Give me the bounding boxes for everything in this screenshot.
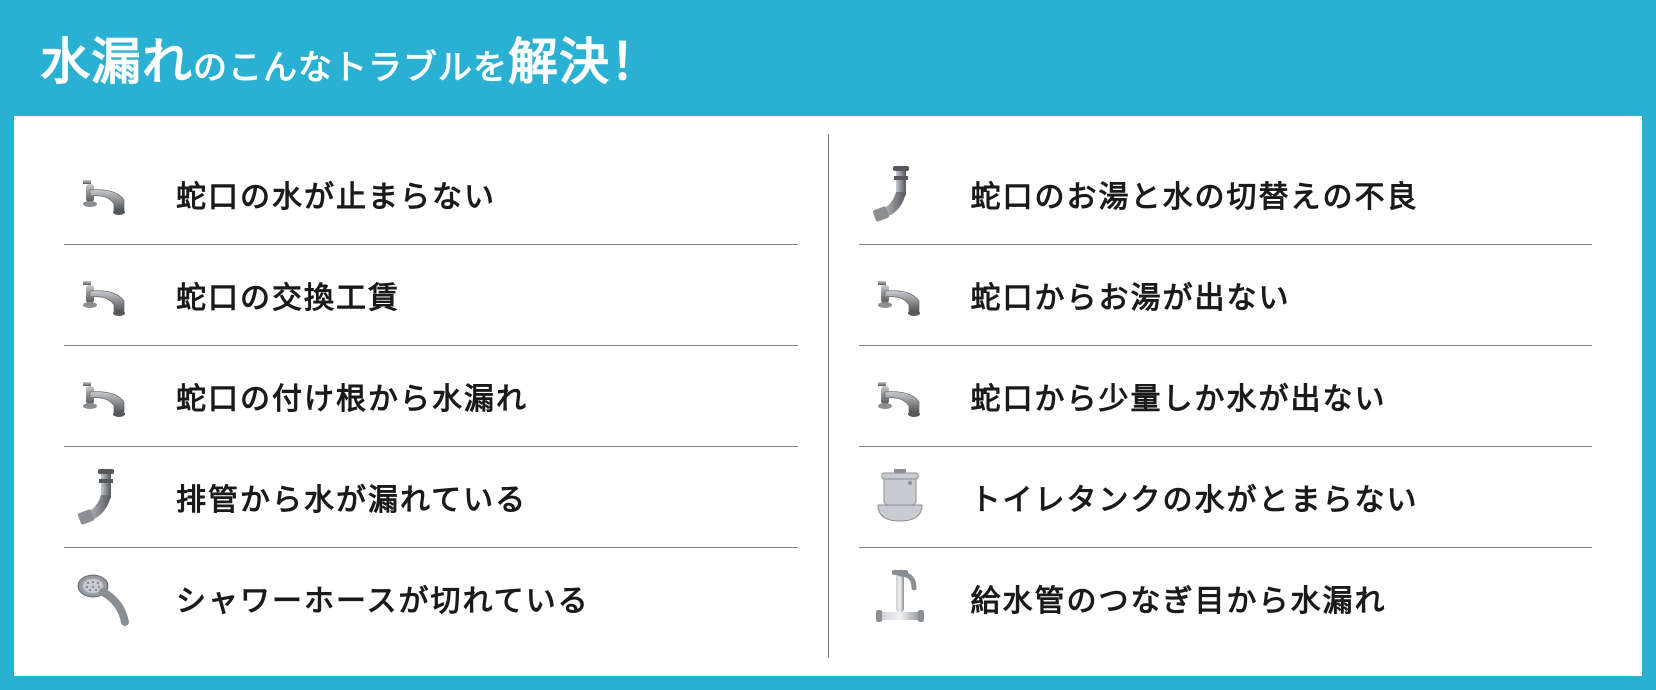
trouble-item: 蛇口のお湯と水の切替えの不良: [859, 144, 1593, 245]
pipe-icon: [70, 462, 140, 532]
trouble-item: トイレタンクの水がとまらない: [859, 447, 1593, 548]
trouble-item: シャワーホースが切れている: [64, 548, 798, 648]
trouble-label: 蛇口の交換工賃: [176, 273, 400, 317]
faucet-icon: [70, 159, 140, 229]
trouble-list-right: 蛇口のお湯と水の切替えの不良 蛇口からお湯が出ない 蛇口から少量しか水が出ない: [829, 134, 1623, 658]
shower-icon: [70, 563, 140, 633]
trouble-item: 排管から水が漏れている: [64, 447, 798, 548]
toilet-icon: [865, 462, 935, 532]
faucet-icon: [70, 260, 140, 330]
pipe-icon: [865, 159, 935, 229]
trouble-item: 蛇口の付け根から水漏れ: [64, 346, 798, 447]
trouble-label: シャワーホースが切れている: [176, 576, 590, 620]
trouble-panel: 水漏れのこんなトラブルを解決！ 蛇口の水が止まらない 蛇口の交換工賃: [0, 0, 1656, 690]
header-text-1: 水漏れ: [40, 34, 193, 90]
trouble-item: 蛇口の交換工賃: [64, 245, 798, 346]
header-text-2: のこんなトラブルを: [193, 49, 508, 87]
header-text-3: 解決！: [508, 34, 661, 90]
trouble-label: 蛇口のお湯と水の切替えの不良: [971, 172, 1419, 216]
panel-header: 水漏れのこんなトラブルを解決！: [14, 12, 1642, 116]
faucet-icon: [865, 260, 935, 330]
trouble-label: 蛇口の付け根から水漏れ: [176, 374, 528, 418]
faucet-icon: [865, 361, 935, 431]
trouble-label: 排管から水が漏れている: [176, 475, 527, 519]
trouble-item: 蛇口からお湯が出ない: [859, 245, 1593, 346]
trouble-label: 蛇口の水が止まらない: [176, 172, 496, 216]
trouble-item: 蛇口から少量しか水が出ない: [859, 346, 1593, 447]
trouble-label: 蛇口からお湯が出ない: [971, 273, 1291, 317]
trouble-label: 給水管のつなぎ目から水漏れ: [971, 576, 1387, 620]
trouble-item: 蛇口の水が止まらない: [64, 144, 798, 245]
panel-body: 蛇口の水が止まらない 蛇口の交換工賃 蛇口の付け根から水漏れ: [14, 116, 1642, 676]
trouble-list-left: 蛇口の水が止まらない 蛇口の交換工賃 蛇口の付け根から水漏れ: [34, 134, 829, 658]
trouble-label: 蛇口から少量しか水が出ない: [971, 374, 1387, 418]
tap-icon: [865, 563, 935, 633]
trouble-item: 給水管のつなぎ目から水漏れ: [859, 548, 1593, 648]
trouble-label: トイレタンクの水がとまらない: [971, 475, 1419, 519]
faucet-icon: [70, 361, 140, 431]
